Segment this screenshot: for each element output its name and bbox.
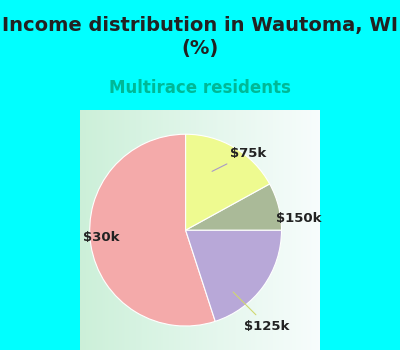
- Text: Income distribution in Wautoma, WI
(%): Income distribution in Wautoma, WI (%): [2, 16, 398, 58]
- Text: Multirace residents: Multirace residents: [109, 79, 291, 97]
- Text: $150k: $150k: [246, 212, 321, 225]
- Text: $75k: $75k: [212, 147, 266, 172]
- Wedge shape: [90, 134, 215, 326]
- Wedge shape: [186, 184, 282, 230]
- Wedge shape: [186, 134, 270, 230]
- Text: $125k: $125k: [233, 292, 290, 332]
- Wedge shape: [186, 230, 282, 321]
- Text: $30k: $30k: [84, 231, 142, 244]
